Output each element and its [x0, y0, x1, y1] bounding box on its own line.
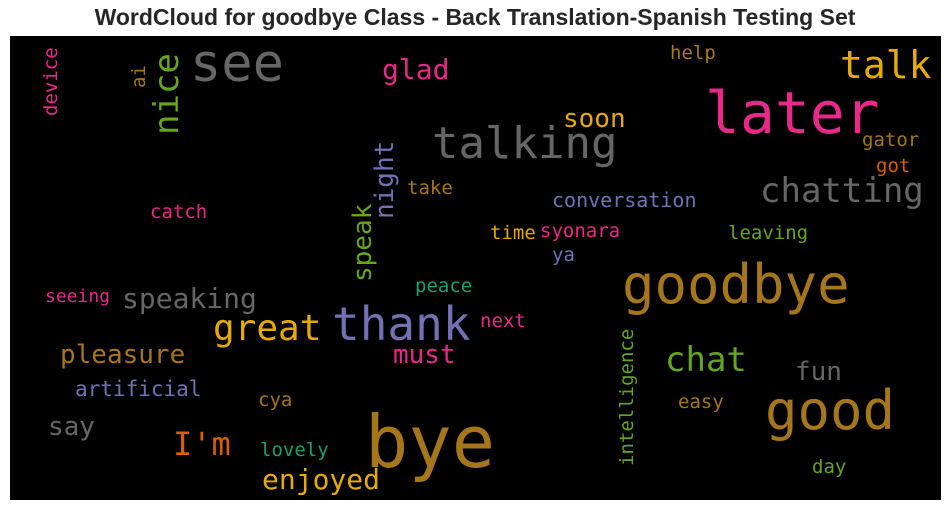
word-next: next — [480, 310, 526, 332]
word-bye: bye — [365, 400, 496, 484]
word-see: see — [190, 36, 284, 94]
word-help: help — [670, 42, 716, 64]
word-goodbye: goodbye — [622, 253, 850, 316]
word-artificial: artificial — [75, 377, 202, 401]
word-fun: fun — [795, 357, 842, 387]
word-talk: talk — [840, 43, 932, 87]
word-lovely: lovely — [260, 439, 329, 461]
word-intelligence: intelligence — [616, 328, 638, 466]
word-gator: gator — [862, 129, 920, 151]
word-good: good — [765, 379, 896, 442]
word-ya: ya — [552, 244, 575, 266]
word-easy: easy — [678, 391, 724, 413]
word-peace: peace — [415, 275, 473, 297]
word-must: must — [393, 340, 456, 370]
word-im: I'm — [173, 425, 231, 463]
word-nice: nice — [147, 53, 187, 135]
word-great: great — [213, 308, 322, 349]
word-chat: chat — [665, 340, 747, 380]
word-take: take — [407, 177, 453, 199]
word-got: got — [876, 155, 911, 177]
word-say: say — [48, 412, 95, 442]
word-speak: speak — [348, 203, 378, 282]
word-seeing: seeing — [45, 286, 111, 307]
word-device: device — [40, 47, 62, 116]
word-speaking: speaking — [122, 282, 257, 315]
word-glad: glad — [382, 53, 450, 86]
word-enjoyed: enjoyed — [262, 463, 381, 496]
word-thank: thank — [332, 297, 471, 351]
word-pleasure: pleasure — [60, 340, 186, 370]
wordcloud-canvas: bye goodbye later good thank see talking talk ch… — [10, 36, 941, 500]
word-later: later — [705, 79, 880, 147]
word-soon: soon — [563, 104, 626, 134]
word-ai: ai — [128, 65, 150, 88]
word-catch: catch — [150, 201, 208, 223]
word-cya: cya — [258, 389, 293, 411]
chart-title: WordCloud for goodbye Class - Back Trans… — [94, 4, 856, 30]
word-chatting: chatting — [760, 171, 924, 211]
word-syonara: syonara — [540, 220, 621, 242]
word-leaving: leaving — [728, 222, 809, 244]
word-time: time — [490, 222, 536, 244]
word-conversation: conversation — [552, 188, 697, 212]
word-day: day — [812, 456, 847, 478]
word-talking: talking — [432, 118, 618, 169]
